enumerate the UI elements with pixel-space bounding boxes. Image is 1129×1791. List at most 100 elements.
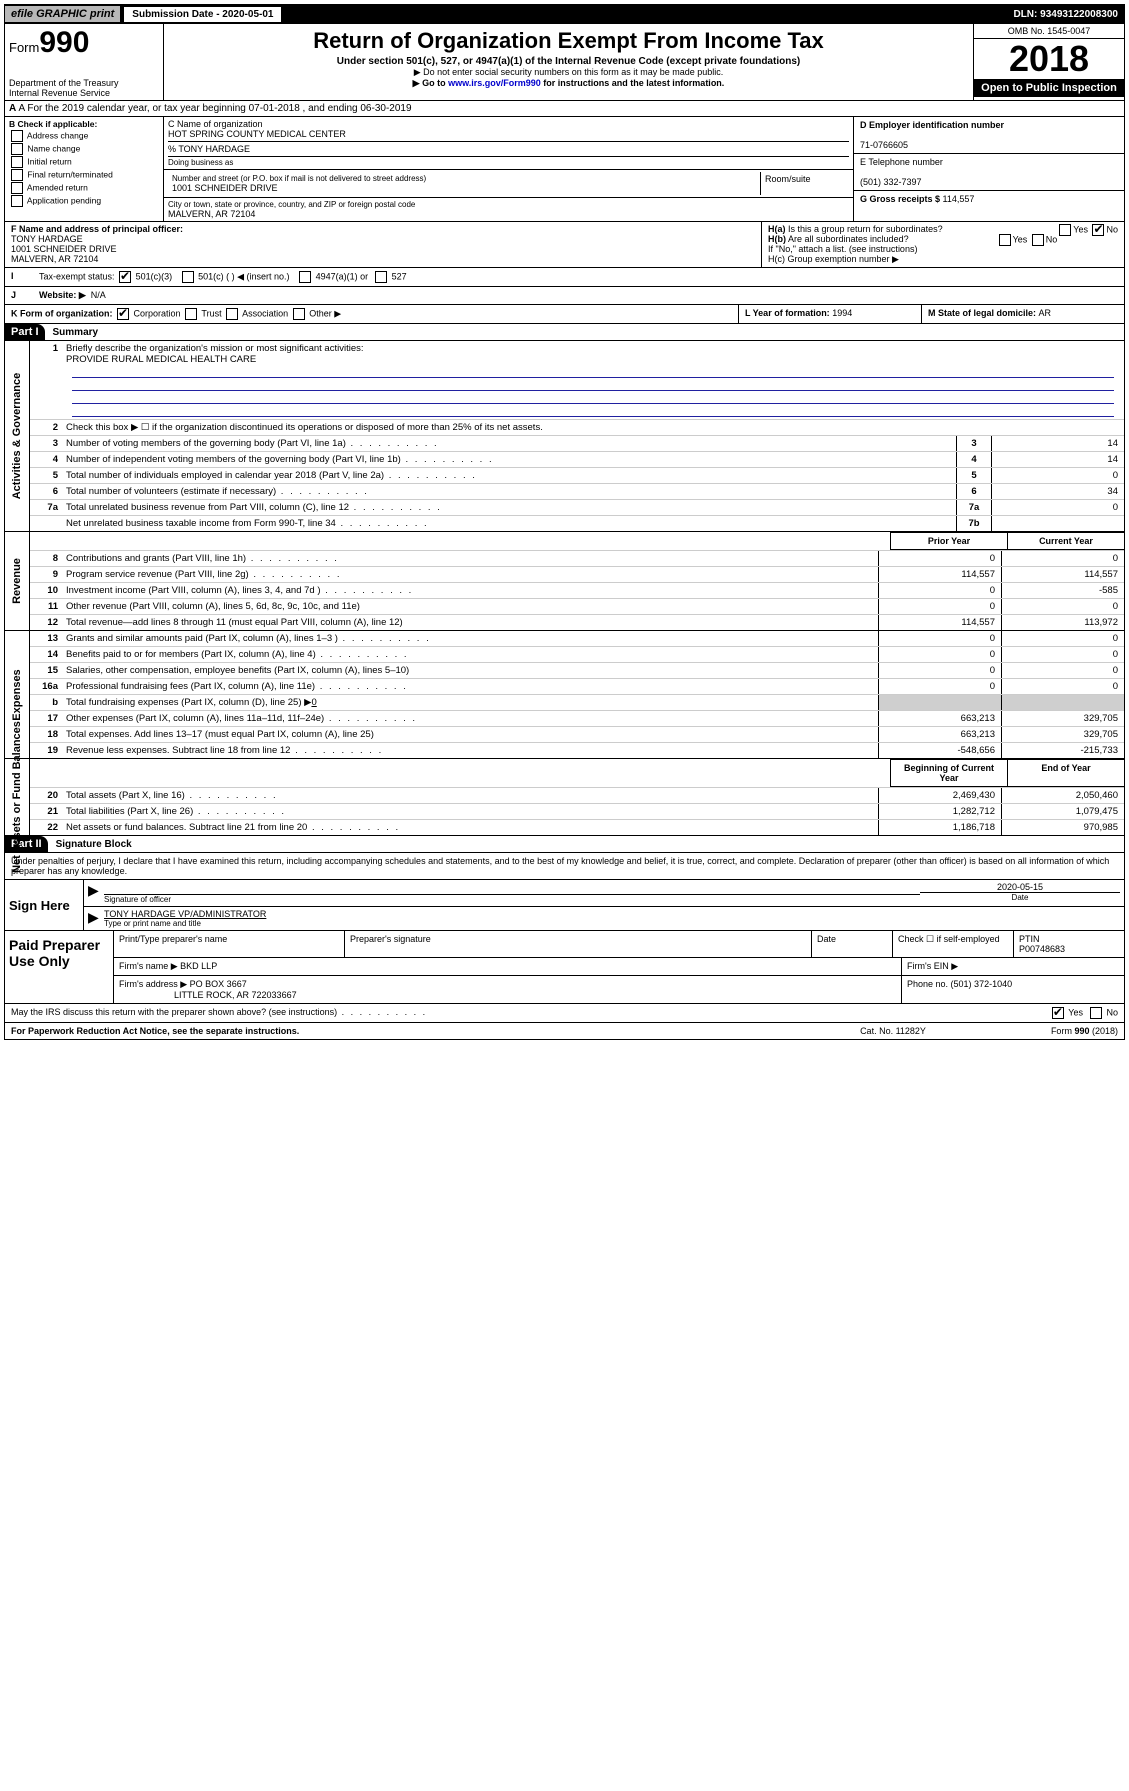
line19-prior: -548,656: [878, 743, 1001, 758]
line13-prior: 0: [878, 631, 1001, 646]
line10-text: Investment income (Part VIII, column (A)…: [62, 583, 878, 598]
line12-text: Total revenue—add lines 8 through 11 (mu…: [62, 615, 878, 630]
officer-addr1: 1001 SCHNEIDER DRIVE: [11, 244, 117, 254]
city-state-zip: MALVERN, AR 72104: [168, 209, 849, 219]
line9-prior: 114,557: [878, 567, 1001, 582]
page-footer: For Paperwork Reduction Act Notice, see …: [4, 1023, 1125, 1040]
care-of: % TONY HARDAGE: [168, 141, 849, 154]
name-title-label: Type or print name and title: [104, 919, 1120, 928]
check-address-change[interactable]: Address change: [9, 130, 159, 142]
line19-text: Revenue less expenses. Subtract line 18 …: [62, 743, 878, 758]
check-self-employed[interactable]: Check ☐ if self-employed: [893, 931, 1014, 957]
line3-text: Number of voting members of the governin…: [62, 436, 956, 451]
line19-current: -215,733: [1001, 743, 1124, 758]
firm-name-label: Firm's name ▶: [119, 961, 178, 971]
line1-label: Briefly describe the organization's miss…: [66, 343, 364, 354]
check-other[interactable]: [293, 308, 305, 320]
line16a-current: 0: [1001, 679, 1124, 694]
line6-text: Total number of volunteers (estimate if …: [62, 484, 956, 499]
line6-value: 34: [991, 484, 1124, 499]
form-subtitle: Under section 501(c), 527, or 4947(a)(1)…: [170, 56, 967, 67]
line7b-text: Net unrelated business taxable income fr…: [62, 516, 956, 531]
ein-value: 71-0766605: [860, 140, 908, 150]
discuss-yes[interactable]: [1052, 1007, 1064, 1019]
hc-label: H(c) Group exemption number ▶: [768, 254, 1118, 265]
hdr-end-year: End of Year: [1007, 759, 1124, 787]
ssn-note: ▶ Do not enter social security numbers o…: [170, 67, 967, 78]
omb-number: OMB No. 1545-0047: [974, 24, 1124, 39]
line5-value: 0: [991, 468, 1124, 483]
check-final-return[interactable]: Final return/terminated: [9, 169, 159, 181]
firm-addr1: PO BOX 3667: [190, 979, 247, 989]
ha-question: H(a) Is this a group return for subordin…: [768, 224, 1118, 234]
form-number: Form990: [9, 26, 159, 60]
line13-text: Grants and similar amounts paid (Part IX…: [62, 631, 878, 646]
gross-receipts-value: 114,557: [943, 194, 975, 204]
line15-prior: 0: [878, 663, 1001, 678]
line22-beg: 1,186,718: [878, 820, 1001, 835]
state-domicile: AR: [1039, 308, 1052, 318]
org-name: HOT SPRING COUNTY MEDICAL CENTER: [168, 129, 849, 139]
sig-date-label: Date: [920, 892, 1120, 902]
line8-prior: 0: [878, 551, 1001, 566]
check-527[interactable]: [375, 271, 387, 283]
paid-preparer-label: Paid Preparer Use Only: [5, 931, 114, 1003]
city-label: City or town, state or province, country…: [168, 200, 849, 209]
prep-date-label: Date: [812, 931, 893, 957]
check-association[interactable]: [226, 308, 238, 320]
sig-date: 2020-05-15: [997, 882, 1043, 892]
section-revenue: Revenue Prior YearCurrent Year 8Contribu…: [4, 532, 1125, 631]
line16a-prior: 0: [878, 679, 1001, 694]
line7a-text: Total unrelated business revenue from Pa…: [62, 500, 956, 515]
check-corporation[interactable]: [117, 308, 129, 320]
discuss-question: May the IRS discuss this return with the…: [11, 1007, 1050, 1019]
hdr-current-year: Current Year: [1007, 532, 1124, 550]
form-header: Form990 Department of the Treasury Inter…: [4, 24, 1125, 101]
line3-value: 14: [991, 436, 1124, 451]
firm-addr-label: Firm's address ▶: [119, 979, 187, 989]
line4-value: 14: [991, 452, 1124, 467]
website-value: N/A: [91, 290, 106, 300]
hdr-prior-year: Prior Year: [890, 532, 1007, 550]
row-k-l-m: K Form of organization: Corporation Trus…: [4, 305, 1125, 324]
check-501c[interactable]: [182, 271, 194, 283]
goto-note: ▶ Go to www.irs.gov/Form990 for instruct…: [170, 78, 967, 89]
check-trust[interactable]: [185, 308, 197, 320]
part1-header: Part I Summary: [4, 324, 1125, 341]
line11-prior: 0: [878, 599, 1001, 614]
submission-date: Submission Date - 2020-05-01: [124, 7, 281, 22]
check-amended-return[interactable]: Amended return: [9, 182, 159, 194]
line7a-value: 0: [991, 500, 1124, 515]
part2-header: Part II Signature Block: [4, 836, 1125, 853]
row-a-period: A A For the 2019 calendar year, or tax y…: [4, 101, 1125, 117]
dba-label: Doing business as: [168, 156, 849, 167]
line14-text: Benefits paid to or for members (Part IX…: [62, 647, 878, 662]
line12-current: 113,972: [1001, 615, 1124, 630]
officer-name: TONY HARDAGE: [11, 234, 83, 244]
check-application-pending[interactable]: Application pending: [9, 195, 159, 207]
hb-note: If "No," attach a list. (see instruction…: [768, 244, 1118, 254]
line18-text: Total expenses. Add lines 13–17 (must eq…: [62, 727, 878, 742]
sidelabel-netassets: Net Assets or Fund Balances: [11, 721, 23, 873]
form990-link[interactable]: www.irs.gov/Form990: [448, 78, 541, 88]
arrow-icon: ▶: [88, 909, 104, 928]
efile-link[interactable]: efile GRAPHIC print: [5, 6, 120, 22]
line21-end: 1,079,475: [1001, 804, 1124, 819]
line4-text: Number of independent voting members of …: [62, 452, 956, 467]
line17-current: 329,705: [1001, 711, 1124, 726]
sign-here-label: Sign Here: [5, 880, 84, 930]
check-name-change[interactable]: Name change: [9, 143, 159, 155]
discuss-no[interactable]: [1090, 1007, 1102, 1019]
top-bar: efile GRAPHIC print Submission Date - 20…: [4, 4, 1125, 24]
line2-text: Check this box ▶ ☐ if the organization d…: [62, 420, 1124, 435]
line20-text: Total assets (Part X, line 16): [62, 788, 878, 803]
check-4947[interactable]: [299, 271, 311, 283]
line21-text: Total liabilities (Part X, line 26): [62, 804, 878, 819]
check-501c3[interactable]: [119, 271, 131, 283]
line5-text: Total number of individuals employed in …: [62, 468, 956, 483]
check-initial-return[interactable]: Initial return: [9, 156, 159, 168]
ptin-label: PTIN: [1019, 934, 1040, 944]
form-title: Return of Organization Exempt From Incom…: [170, 28, 967, 54]
line12-prior: 114,557: [878, 615, 1001, 630]
line17-prior: 663,213: [878, 711, 1001, 726]
